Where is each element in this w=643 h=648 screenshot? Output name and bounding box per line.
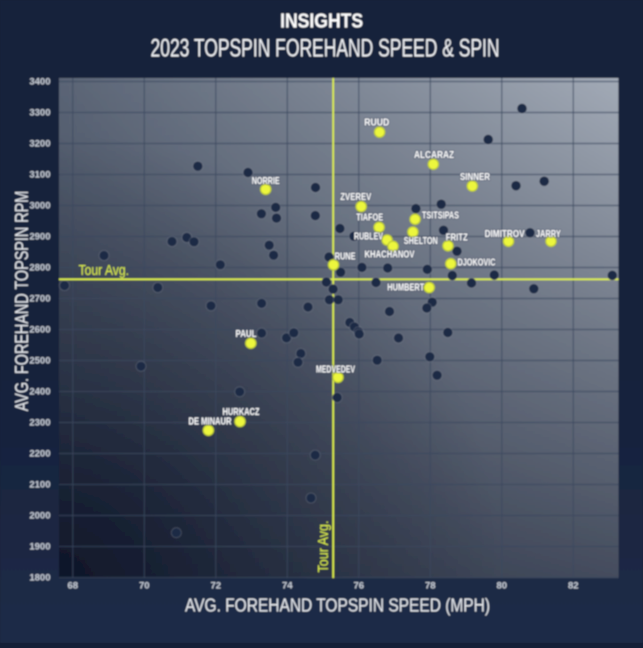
svg-text:82: 82	[568, 581, 579, 592]
svg-text:RUUD: RUUD	[364, 118, 389, 129]
svg-text:Tour Avg.: Tour Avg.	[79, 263, 130, 279]
svg-text:ZVEREV: ZVEREV	[340, 192, 371, 203]
svg-text:HURKACZ: HURKACZ	[223, 407, 260, 418]
svg-text:KHACHANOV: KHACHANOV	[365, 250, 415, 261]
svg-text:AVG. FOREHAND TOPSPIN RPM: AVG. FOREHAND TOPSPIN RPM	[12, 191, 32, 412]
svg-text:ALCARAZ: ALCARAZ	[414, 150, 454, 161]
svg-text:2600: 2600	[29, 325, 50, 336]
svg-text:2200: 2200	[29, 449, 50, 460]
svg-text:SHELTON: SHELTON	[404, 236, 438, 247]
svg-text:80: 80	[497, 581, 508, 592]
svg-text:68: 68	[68, 581, 79, 592]
svg-text:HUMBERT: HUMBERT	[387, 282, 424, 293]
svg-text:2300: 2300	[29, 418, 50, 429]
svg-text:76: 76	[354, 581, 365, 592]
svg-text:JARRY: JARRY	[536, 229, 561, 240]
svg-text:RUBLEV: RUBLEV	[354, 232, 383, 243]
svg-text:70: 70	[139, 581, 150, 592]
svg-text:2900: 2900	[29, 232, 50, 243]
svg-text:1900: 1900	[29, 542, 50, 553]
svg-text:1800: 1800	[29, 573, 50, 584]
svg-text:MEDVEDEV: MEDVEDEV	[316, 365, 355, 376]
svg-text:2023 TOPSPIN FOREHAND SPEED &: 2023 TOPSPIN FOREHAND SPEED & SPIN	[151, 35, 500, 63]
svg-text:2400: 2400	[29, 387, 50, 398]
svg-text:TSITSIPAS: TSITSIPAS	[422, 211, 459, 222]
svg-text:3200: 3200	[29, 139, 50, 150]
svg-text:74: 74	[282, 581, 293, 592]
svg-text:3100: 3100	[29, 170, 50, 181]
svg-text:2700: 2700	[29, 294, 50, 305]
svg-text:72: 72	[211, 581, 222, 592]
svg-text:Tour Avg.: Tour Avg.	[316, 521, 332, 573]
svg-text:INSIGHTS: INSIGHTS	[280, 10, 363, 33]
svg-text:2000: 2000	[29, 511, 50, 522]
svg-text:3000: 3000	[29, 201, 50, 212]
svg-text:NORRIE: NORRIE	[252, 176, 280, 187]
svg-text:78: 78	[425, 581, 436, 592]
svg-text:2100: 2100	[29, 480, 50, 491]
svg-text:RUNE: RUNE	[335, 252, 356, 263]
svg-text:DE MINAUR: DE MINAUR	[189, 416, 232, 427]
svg-text:DIMITROV: DIMITROV	[485, 229, 525, 240]
svg-text:AVG. FOREHAND TOPSPIN SPEED (M: AVG. FOREHAND TOPSPIN SPEED (MPH)	[185, 595, 490, 616]
svg-text:DJOKOVIC: DJOKOVIC	[458, 257, 496, 268]
svg-text:FRITZ: FRITZ	[446, 232, 468, 243]
svg-text:TIAFOE: TIAFOE	[356, 213, 383, 224]
svg-text:3400: 3400	[29, 77, 50, 88]
svg-text:PAUL: PAUL	[236, 329, 257, 340]
svg-text:3300: 3300	[29, 108, 50, 119]
svg-text:2500: 2500	[29, 356, 50, 367]
svg-text:2800: 2800	[29, 263, 50, 274]
svg-text:SINNER: SINNER	[460, 172, 490, 183]
